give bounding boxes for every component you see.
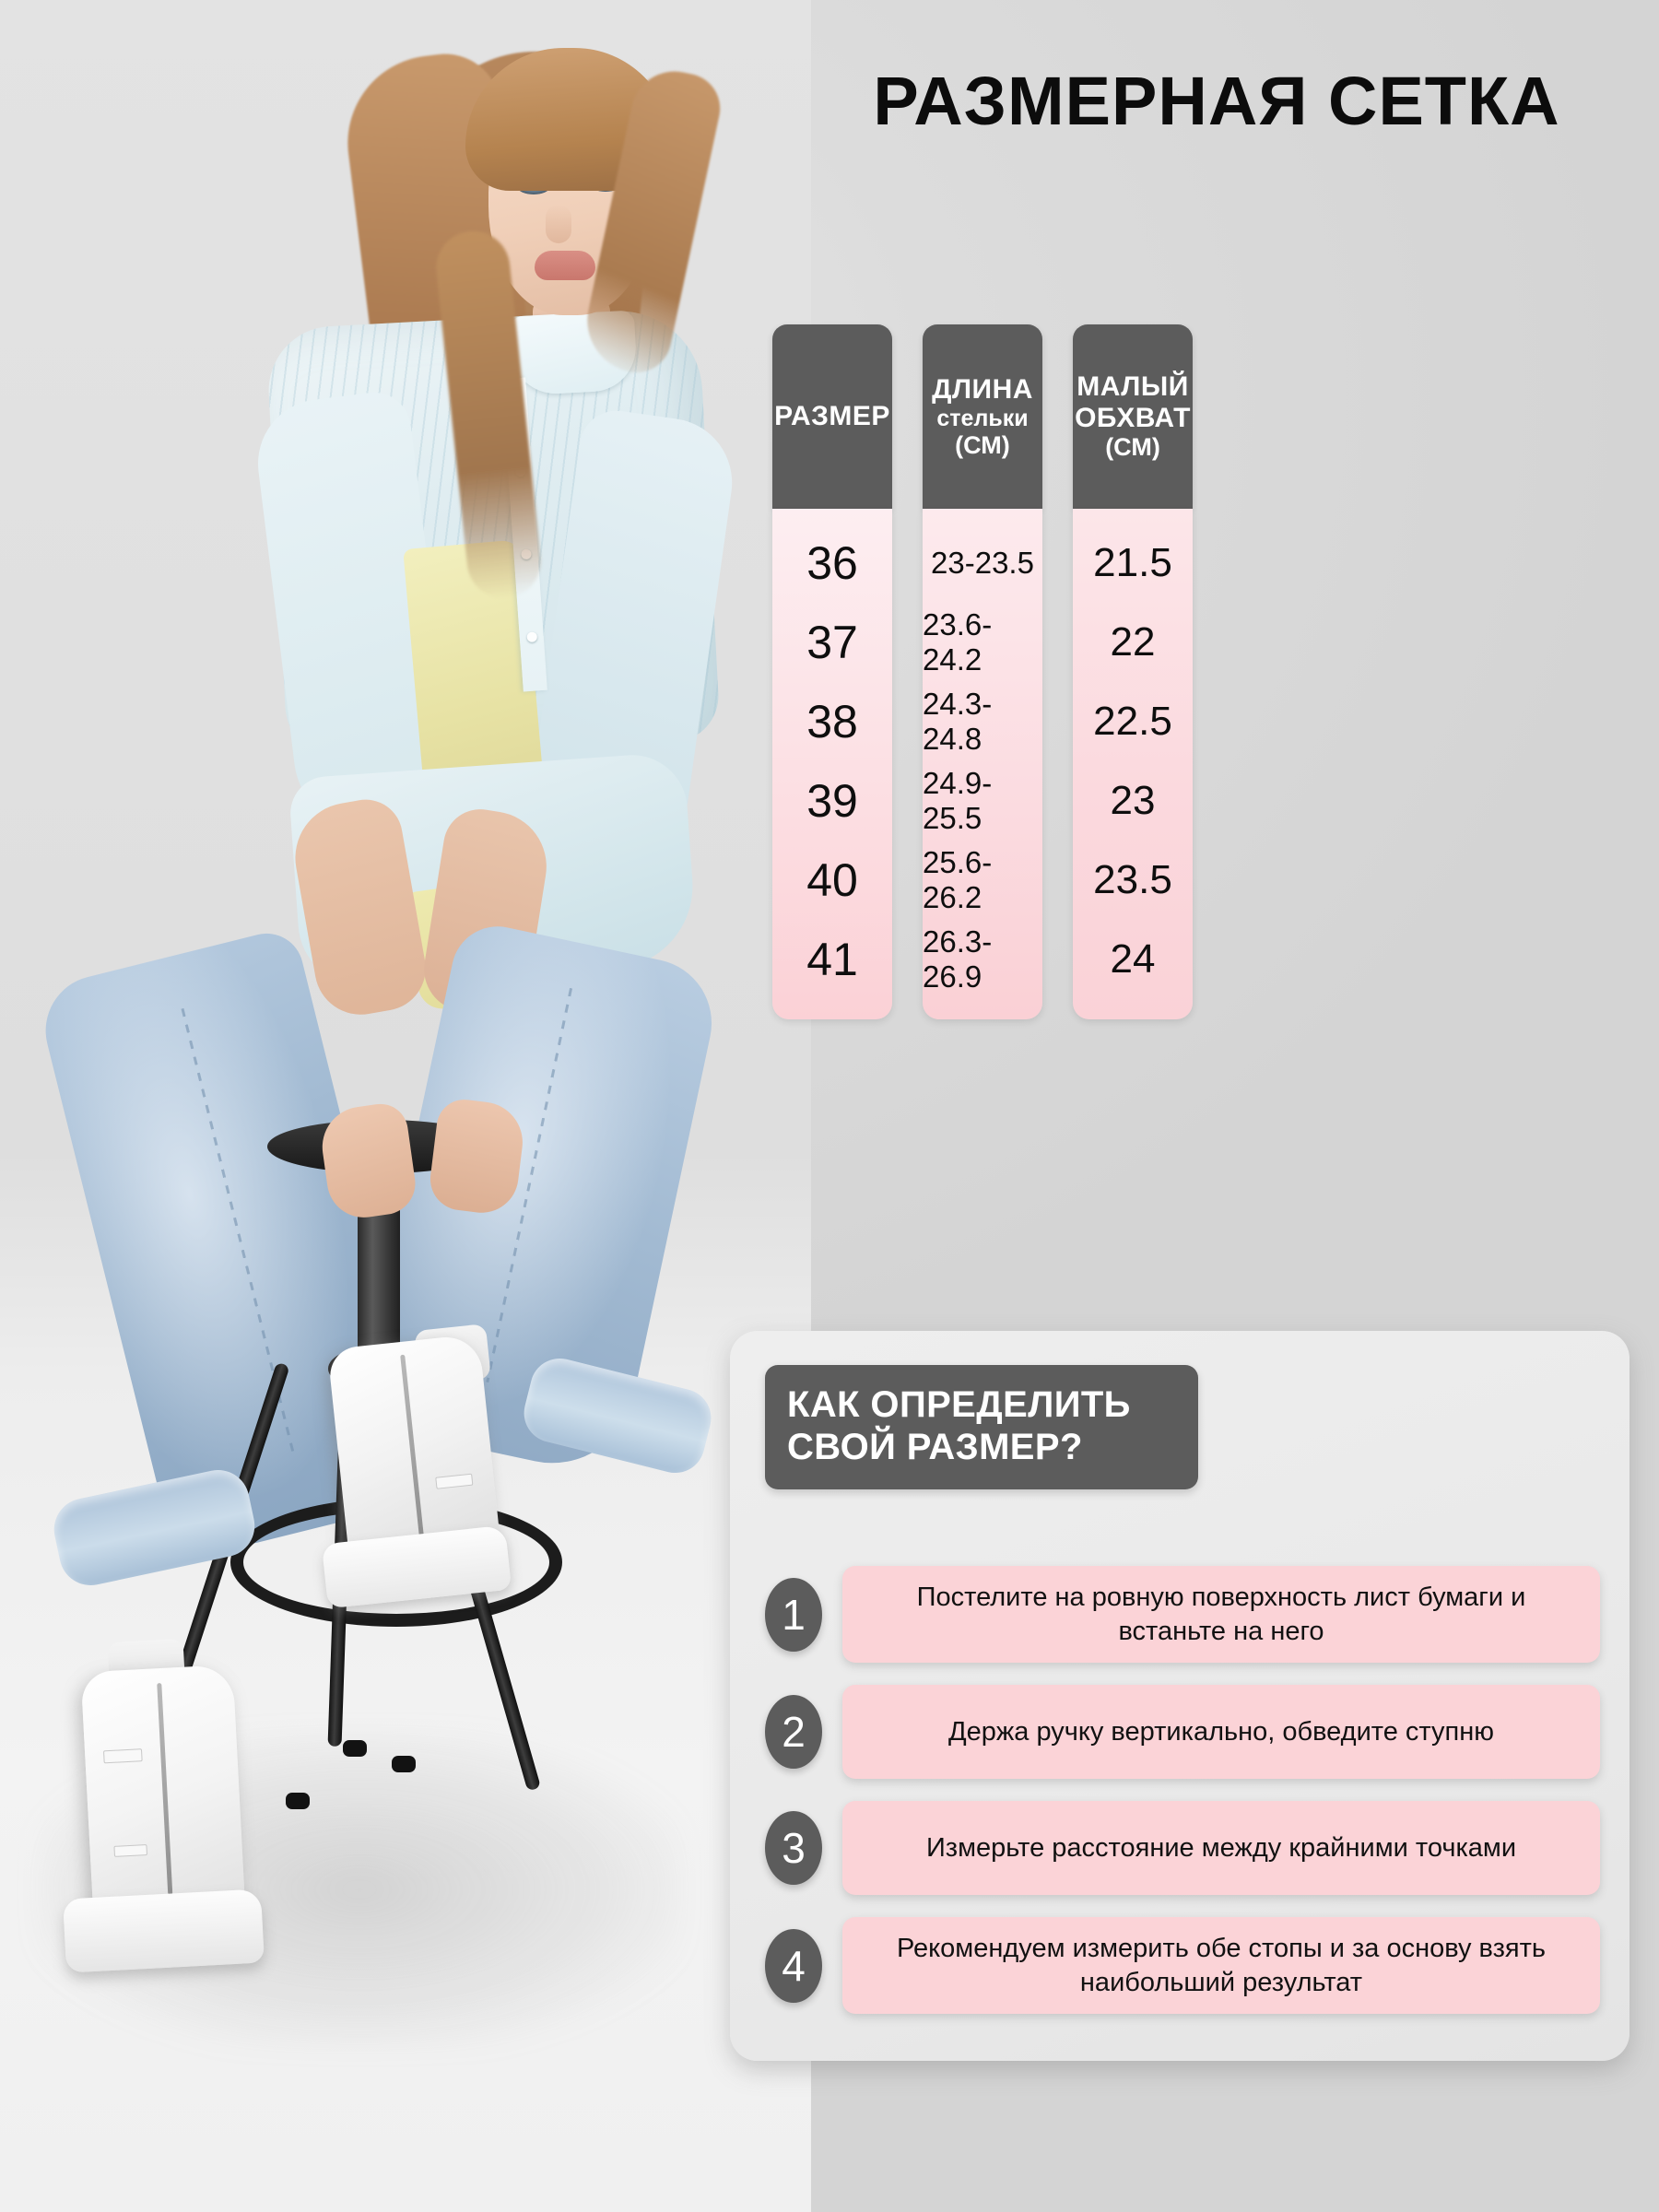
header-line-unit: (СМ) xyxy=(955,430,1010,459)
lips xyxy=(535,251,595,280)
header-line-main: РАЗМЕР xyxy=(774,401,890,432)
model-photo xyxy=(0,0,811,2212)
header-line-unit: (СМ) xyxy=(1105,433,1160,462)
table-cell-size: 38 xyxy=(806,696,858,747)
step-item: 4 Рекомендуем измерить обе стопы и за ос… xyxy=(765,1917,1600,2015)
table-cell-length: 26.3-26.9 xyxy=(923,924,993,994)
boot-zipper xyxy=(157,1682,173,1895)
boot-brand-tag xyxy=(435,1473,474,1489)
step-text: Измерьте расстояние между крайними точка… xyxy=(842,1801,1600,1896)
table-cell-length: 23.6-24.2 xyxy=(923,607,993,677)
table-cell-length: 24.3-24.8 xyxy=(923,687,993,756)
step-number-badge: 2 xyxy=(765,1695,822,1770)
step-number-badge: 4 xyxy=(765,1928,822,2003)
column-header-small-girth: МАЛЫЙ ОБХВАТ (СМ) xyxy=(1073,324,1193,509)
stool-leg-foot xyxy=(392,1756,416,1772)
table-cell-size: 41 xyxy=(806,934,858,985)
boot-brand-tag xyxy=(102,1748,143,1764)
boot-sole-left xyxy=(63,1888,265,1973)
howto-heading: КАК ОПРЕДЕЛИТЬ СВОЙ РАЗМЕР? xyxy=(765,1365,1198,1489)
stool-leg-foot xyxy=(286,1793,310,1809)
header-line-main: МАЛЫЙ xyxy=(1077,371,1189,403)
howto-card: КАК ОПРЕДЕЛИТЬ СВОЙ РАЗМЕР? 1 Постелите … xyxy=(730,1331,1630,2061)
boot-brand-tag xyxy=(113,1844,148,1857)
boot-zipper xyxy=(400,1354,425,1538)
table-cell-girth: 23 xyxy=(1110,778,1156,823)
column-header-size: РАЗМЕР xyxy=(772,324,892,509)
step-number-badge: 1 xyxy=(765,1577,822,1652)
table-cell-size: 36 xyxy=(806,537,858,589)
step-item: 1 Постелите на ровную поверхность лист б… xyxy=(765,1566,1600,1664)
step-text: Постелите на ровную поверхность лист бум… xyxy=(842,1566,1600,1664)
table-cell-girth: 24 xyxy=(1110,936,1156,982)
column-insole-length: ДЛИНА стельки (СМ) 23-23.5 23.6-24.2 24.… xyxy=(923,324,1042,1019)
table-cell-size: 39 xyxy=(806,775,858,827)
size-chart-table: РАЗМЕР 36 37 38 39 40 41 ДЛИНА стельки (… xyxy=(772,324,1219,1019)
column-body-size: 36 37 38 39 40 41 xyxy=(772,509,892,1019)
step-number-badge: 3 xyxy=(765,1811,822,1886)
table-cell-girth: 23.5 xyxy=(1093,857,1172,902)
step-text: Держа ручку вертикально, обведите ступню xyxy=(842,1685,1600,1780)
page-title: РАЗМЕРНАЯ СЕТКА xyxy=(873,63,1560,139)
table-cell-length: 23-23.5 xyxy=(931,546,1034,580)
table-cell-girth: 22.5 xyxy=(1093,699,1172,744)
column-header-insole-length: ДЛИНА стельки (СМ) xyxy=(923,324,1042,509)
table-cell-length: 25.6-26.2 xyxy=(923,845,993,914)
table-cell-girth: 21.5 xyxy=(1093,540,1172,585)
shirt-button xyxy=(526,631,538,643)
column-size: РАЗМЕР 36 37 38 39 40 41 xyxy=(772,324,892,1019)
step-item: 2 Держа ручку вертикально, обведите ступ… xyxy=(765,1685,1600,1780)
column-body-insole-length: 23-23.5 23.6-24.2 24.3-24.8 24.9-25.5 25… xyxy=(923,509,1042,1019)
stool-leg-foot xyxy=(343,1740,367,1757)
header-line-sub: стельки xyxy=(936,405,1029,431)
step-text: Рекомендуем измерить обе стопы и за осно… xyxy=(842,1917,1600,2015)
column-small-girth: МАЛЫЙ ОБХВАТ (СМ) 21.5 22 22.5 23 23.5 2… xyxy=(1073,324,1193,1019)
table-cell-size: 40 xyxy=(806,854,858,906)
table-cell-size: 37 xyxy=(806,617,858,668)
table-cell-girth: 22 xyxy=(1110,619,1156,665)
header-line-main: ДЛИНА xyxy=(932,374,1033,406)
step-item: 3 Измерьте расстояние между крайними точ… xyxy=(765,1801,1600,1896)
header-line-sub: ОБХВАТ xyxy=(1075,402,1191,433)
jeans-cuff-left xyxy=(48,1464,261,1592)
column-body-small-girth: 21.5 22 22.5 23 23.5 24 xyxy=(1073,509,1193,1019)
nose xyxy=(546,205,571,243)
model-figure xyxy=(0,0,811,2212)
table-cell-length: 24.9-25.5 xyxy=(923,766,993,835)
howto-steps: 1 Постелите на ровную поверхность лист б… xyxy=(765,1566,1600,2015)
